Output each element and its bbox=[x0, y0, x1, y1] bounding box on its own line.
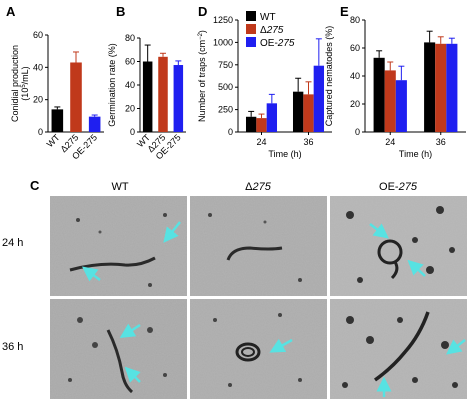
chart-e-ytick-label: 0 bbox=[355, 127, 360, 137]
chart-a-bar bbox=[70, 62, 82, 132]
chart-d-bar-wt bbox=[245, 116, 257, 132]
chart-e-ytick-label: 40 bbox=[350, 71, 360, 81]
chart-e-xtick-label: 24 bbox=[385, 137, 395, 147]
chart-a-ytick-label: 20 bbox=[33, 95, 43, 105]
chart-a-ytick-label: 60 bbox=[33, 30, 43, 40]
micrograph-oe275-24h bbox=[330, 196, 467, 296]
legend-label-delta: Δ275 bbox=[260, 25, 284, 36]
chart-a-ylabel-unit-prefix: (10 bbox=[20, 88, 30, 101]
chart-e-captured-nematodes: 0 20 40 60 80 24 36 Time (h) Captured nematodes … bbox=[324, 15, 466, 159]
chart-d-ytick-label: 0 bbox=[228, 127, 233, 137]
micrograph-wt-24h bbox=[50, 196, 187, 296]
micrograph-delta275-36h bbox=[190, 299, 327, 399]
chart-e-bar-oe bbox=[446, 43, 458, 132]
chart-d-ylabel: Number of traps (cm−2) bbox=[197, 30, 207, 122]
chart-b-ytick-label: 0 bbox=[130, 127, 135, 137]
chart-e-bar-wt bbox=[373, 57, 385, 132]
chart-d-bar-oe bbox=[313, 65, 325, 132]
chart-d-bar-oe bbox=[266, 103, 278, 132]
column-header-wt: WT bbox=[111, 181, 128, 193]
chart-d-ylabel-main: Number of traps (cm bbox=[197, 40, 207, 122]
chart-a-bar bbox=[51, 109, 64, 132]
chart-e-xtick-label: 36 bbox=[436, 137, 446, 147]
row-label-24h: 24 h bbox=[2, 237, 23, 249]
legend-label-prefix: WT bbox=[260, 12, 276, 23]
legend-label-prefix: Δ bbox=[260, 25, 267, 36]
panel-letter-c: C bbox=[30, 178, 40, 193]
chart-d-xtick-label: 24 bbox=[256, 137, 266, 147]
chart-e-ytick-label: 20 bbox=[350, 99, 360, 109]
chart-a-ytick-label: 40 bbox=[33, 62, 43, 72]
panel-letter-e: E bbox=[340, 4, 349, 19]
panel-letter-a: A bbox=[6, 4, 16, 19]
row-label-36h: 36 h bbox=[2, 341, 23, 353]
chart-b-bar bbox=[158, 56, 168, 132]
chart-b-bar bbox=[142, 61, 153, 132]
chart-e-bar-wt bbox=[424, 42, 436, 132]
chart-b-ytick-label: 80 bbox=[125, 33, 135, 43]
legend-swatch-oe bbox=[246, 37, 256, 47]
chart-b-ytick-label: 20 bbox=[125, 104, 135, 114]
chart-a-ylabel-unit-suffix: /mL) bbox=[20, 66, 30, 84]
chart-e-bar-delta bbox=[435, 43, 447, 132]
micrograph-delta275-24h bbox=[190, 196, 327, 296]
chart-a-ylabel-unit-sup: 5 bbox=[21, 84, 27, 88]
chart-d-ytick-label: 250 bbox=[218, 105, 233, 115]
chart-e-ytick-label: 60 bbox=[350, 43, 360, 53]
chart-a-ytick-label: 0 bbox=[38, 127, 43, 137]
chart-e-ylabel: Captured nematodes (%) bbox=[324, 26, 334, 127]
chart-b-ylabel: Germination rate (%) bbox=[107, 43, 117, 127]
chart-d-ytick-label: 750 bbox=[218, 60, 233, 70]
chart-b-ytick-label: 40 bbox=[125, 80, 135, 90]
chart-d-xlabel: Time (h) bbox=[268, 149, 301, 159]
chart-d-ylabel-end: ) bbox=[197, 30, 207, 33]
chart-e-bar-delta bbox=[384, 70, 396, 132]
chart-e-ytick-label: 80 bbox=[350, 15, 360, 25]
chart-d-bar-wt bbox=[292, 91, 304, 132]
legend-label-wt: WT bbox=[260, 12, 276, 23]
chart-d-ylabel-sup: −2 bbox=[198, 32, 204, 40]
chart-d-bar-delta bbox=[256, 118, 267, 132]
chart-d-xtick-label: 36 bbox=[303, 137, 313, 147]
chart-d-ytick-label: 1250 bbox=[213, 15, 233, 25]
chart-d-ytick-label: 500 bbox=[218, 82, 233, 92]
micrograph-wt-36h bbox=[50, 299, 187, 399]
chart-a-ylabel: Conidial production bbox=[10, 45, 20, 122]
chart-d-ytick-label: 1000 bbox=[213, 37, 233, 47]
column-header-delta275: Δ275 bbox=[245, 181, 272, 193]
chart-d-bar-delta bbox=[303, 94, 314, 132]
column-header-oe275: OE-275 bbox=[379, 181, 418, 193]
chart-a-ylabel-unit: (105/mL) bbox=[20, 66, 30, 100]
legend-label-suffix: 275 bbox=[277, 38, 295, 49]
chart-b-ytick-label: 60 bbox=[125, 57, 135, 67]
panel-letter-b: B bbox=[116, 4, 125, 19]
micrograph-panel: WT Δ275 OE-275 24 h 36 h bbox=[2, 181, 467, 399]
chart-e-bar-oe bbox=[395, 80, 407, 132]
chart-a-bar bbox=[88, 116, 101, 132]
chart-b-bar bbox=[173, 65, 184, 132]
legend-swatch-wt bbox=[246, 11, 256, 21]
legend-label-prefix: OE- bbox=[260, 38, 278, 49]
legend-label-suffix: 275 bbox=[266, 25, 284, 36]
legend-swatch-delta bbox=[246, 24, 256, 34]
micrograph-oe275-36h bbox=[330, 299, 467, 399]
chart-e-xlabel: Time (h) bbox=[399, 149, 432, 159]
legend-label-oe: OE-275 bbox=[260, 38, 295, 49]
panel-letter-d: D bbox=[198, 4, 207, 19]
